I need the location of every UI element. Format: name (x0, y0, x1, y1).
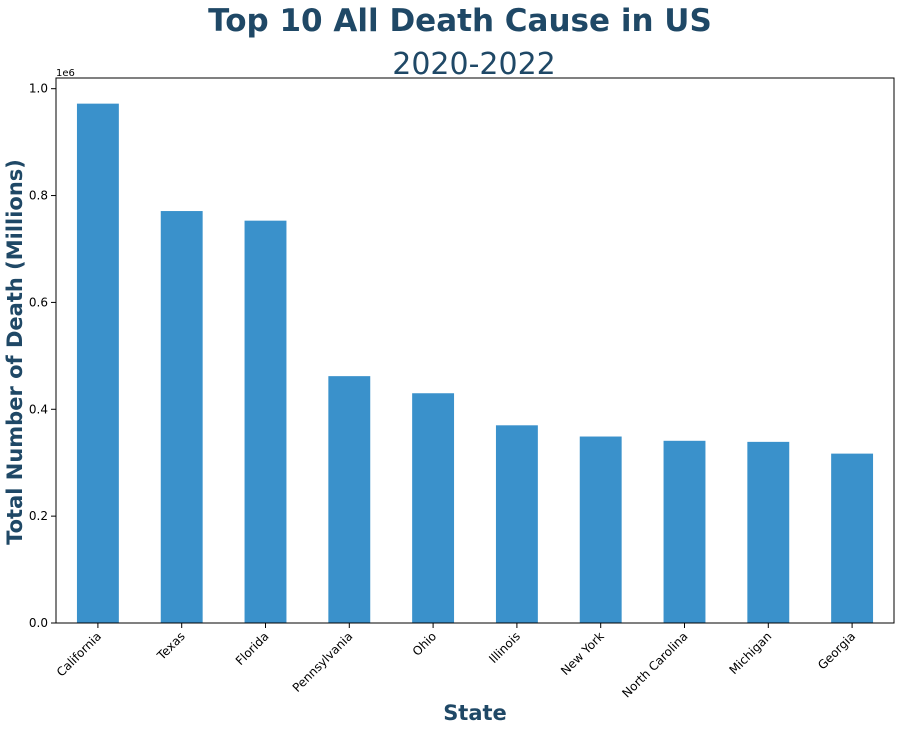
bar-texas (160, 211, 203, 623)
y-axis-ticks: 0.0 0.2 0.4 0.6 0.8 1.0 (29, 82, 56, 630)
bar-new-york (579, 436, 622, 623)
bar-illinois (495, 425, 538, 623)
y-axis-label: Total Number of Death (Millions) (3, 159, 27, 545)
x-tick-label: Illinois (486, 629, 523, 666)
y-tick-label: 0.2 (29, 509, 48, 523)
x-tick-label: Florida (233, 629, 272, 668)
bar-georgia (831, 453, 874, 623)
bar-north-carolina (663, 440, 706, 623)
bar-california (76, 103, 119, 624)
bar-florida (244, 220, 287, 624)
x-tick-label: Pennsylvania (290, 629, 356, 695)
x-axis-label: State (443, 701, 507, 725)
bar-ohio (412, 393, 455, 623)
chart-subtitle: 2020-2022 (392, 47, 556, 82)
x-tick-label: Ohio (410, 629, 440, 659)
y-tick-label: 0.8 (29, 189, 48, 203)
x-tick-label: Michigan (726, 629, 774, 677)
chart-title: Top 10 All Death Cause in US (208, 3, 712, 39)
x-tick-label: Texas (154, 629, 188, 663)
x-tick-label: North Carolina (619, 629, 690, 700)
y-tick-label: 0.6 (29, 295, 48, 309)
x-axis-ticks: California Texas Florida Pennsylvania Ohio Il… (54, 623, 858, 700)
y-tick-label: 0.4 (29, 402, 48, 416)
bars (76, 103, 874, 624)
bar-michigan (747, 441, 790, 623)
x-tick-label: Georgia (815, 629, 858, 672)
x-tick-label: California (54, 629, 104, 679)
y-tick-label: 1.0 (29, 82, 48, 96)
x-tick-label: New York (558, 629, 607, 678)
y-axis-offset-label: 1e6 (56, 68, 75, 79)
bar-pennsylvania (328, 376, 371, 623)
plot-frame (55, 77, 895, 624)
y-tick-label: 0.0 (29, 616, 48, 630)
